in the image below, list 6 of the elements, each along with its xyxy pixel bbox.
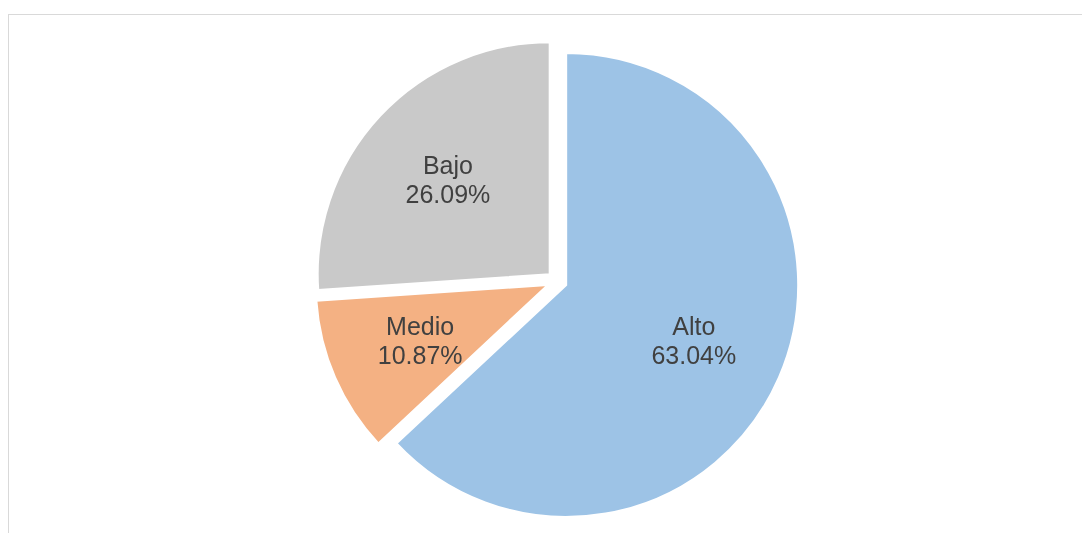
- slice-label: Medio: [386, 312, 455, 341]
- data-label: 10.87%: [377, 341, 463, 370]
- slice-label: Alto: [672, 312, 716, 341]
- data-label: 26.09%: [405, 179, 491, 208]
- slice-label: Bajo: [422, 151, 473, 180]
- data-label: 63.04%: [651, 341, 737, 370]
